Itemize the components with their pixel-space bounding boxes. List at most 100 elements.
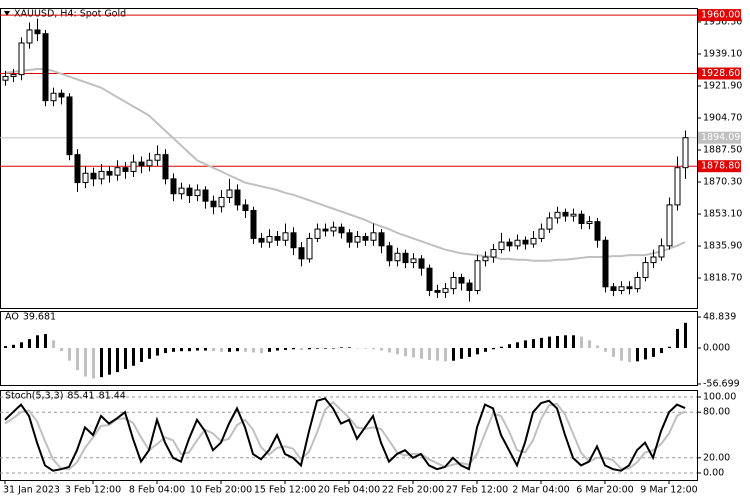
candle-body: [186, 187, 193, 197]
candle-body: [386, 245, 393, 262]
ao-bar: [300, 348, 303, 350]
ao-bar: [444, 348, 447, 362]
x-tick-label: 9 Mar 12:00: [640, 485, 697, 496]
ao-bar: [428, 348, 431, 361]
y-tick-label: 48.839: [703, 312, 736, 323]
candle-body: [378, 232, 385, 247]
candle-body: [74, 154, 81, 184]
ao-bar: [44, 334, 47, 348]
candle-body: [226, 189, 233, 198]
ao-bar: [660, 348, 663, 354]
ao-bar: [540, 337, 543, 348]
candle-body: [458, 276, 465, 284]
candle-body: [322, 228, 329, 232]
ao-bar: [204, 348, 207, 351]
ao-bar: [20, 342, 23, 348]
stoch-value: 81.44: [99, 391, 126, 402]
candle-body: [362, 236, 369, 241]
candle-body: [330, 226, 337, 232]
ao-bar: [628, 348, 631, 362]
x-tick-label: 2 Mar 04:00: [512, 485, 569, 496]
ao-bar: [684, 322, 687, 348]
x-tick-label: 10 Feb 20:00: [190, 485, 252, 496]
stoch-line: [4, 397, 686, 472]
candle-body: [618, 286, 625, 292]
level-box: [698, 9, 741, 22]
candle-body: [338, 226, 345, 234]
candle-body: [290, 232, 297, 249]
y-tick-label: 100.00: [703, 391, 736, 402]
ao-bar: [252, 348, 255, 353]
ao-bar: [452, 348, 455, 361]
ao-bar: [524, 340, 527, 348]
ao-bar: [116, 348, 119, 373]
candle-body: [570, 213, 577, 217]
candle-body: [106, 170, 113, 176]
level-box: [698, 67, 741, 80]
candle-body: [594, 221, 601, 241]
candle-body: [122, 167, 129, 172]
candle-body: [682, 137, 689, 169]
candle-body: [234, 189, 241, 206]
ao-bar: [676, 328, 679, 348]
candle-body: [674, 167, 681, 206]
ao-bar: [244, 348, 247, 352]
x-tick-label: 15 Feb 12:00: [254, 485, 316, 496]
candle-body: [434, 290, 441, 293]
candle-body: [98, 170, 105, 180]
ao-bar: [92, 348, 95, 379]
ao-bar: [364, 348, 367, 349]
candle-body: [602, 239, 609, 288]
ao-bar: [668, 346, 671, 348]
ao-bar: [612, 348, 615, 357]
ao-bar: [316, 348, 319, 349]
ao-bar: [132, 348, 135, 366]
ao-bar: [492, 348, 495, 350]
candle-body: [370, 232, 377, 241]
y-tick-label: 1818.70: [703, 273, 742, 284]
last-price-box: [698, 131, 741, 144]
candle-body: [274, 236, 281, 241]
ao-bar: [12, 344, 15, 348]
ao-bar: [28, 339, 31, 348]
ao-bar: [292, 348, 295, 350]
ao-bar: [580, 336, 583, 348]
ao-bar: [68, 348, 71, 361]
candle-body: [2, 75, 9, 81]
panel-title: Stoch(5,3,3): [5, 391, 63, 402]
candle-body: [58, 92, 65, 98]
candle-body: [50, 92, 57, 102]
ao-bar: [268, 348, 271, 352]
panel-title: AO: [5, 312, 19, 323]
candle-body: [650, 256, 657, 264]
candle-body: [26, 29, 33, 44]
ao-bar: [332, 348, 335, 349]
ao-bar: [180, 348, 183, 352]
ao-bar: [348, 347, 351, 348]
ao-bar: [340, 347, 343, 348]
ao-bar: [620, 348, 623, 361]
candle-body: [410, 258, 417, 264]
ao-bar: [604, 348, 607, 352]
level-label: 1878.80: [701, 161, 740, 172]
ao-bar: [460, 348, 463, 359]
ao-bar: [572, 335, 575, 348]
ao-bar: [76, 348, 79, 371]
candle-body: [394, 252, 401, 262]
ao-bar: [148, 348, 151, 359]
ao-bar: [212, 348, 215, 352]
candle-body: [554, 211, 561, 219]
candle-body: [546, 217, 553, 230]
stoch-line: [4, 400, 686, 471]
y-tick-label: -56.699: [703, 378, 740, 389]
ao-bar: [596, 345, 599, 348]
candle-body: [426, 267, 433, 292]
candle-body: [626, 286, 633, 290]
ao-bar: [188, 348, 191, 352]
ao-bar: [436, 348, 439, 361]
candle-body: [514, 239, 521, 247]
ao-bar: [276, 348, 279, 351]
candle-body: [506, 241, 513, 247]
candle-body: [418, 258, 425, 269]
